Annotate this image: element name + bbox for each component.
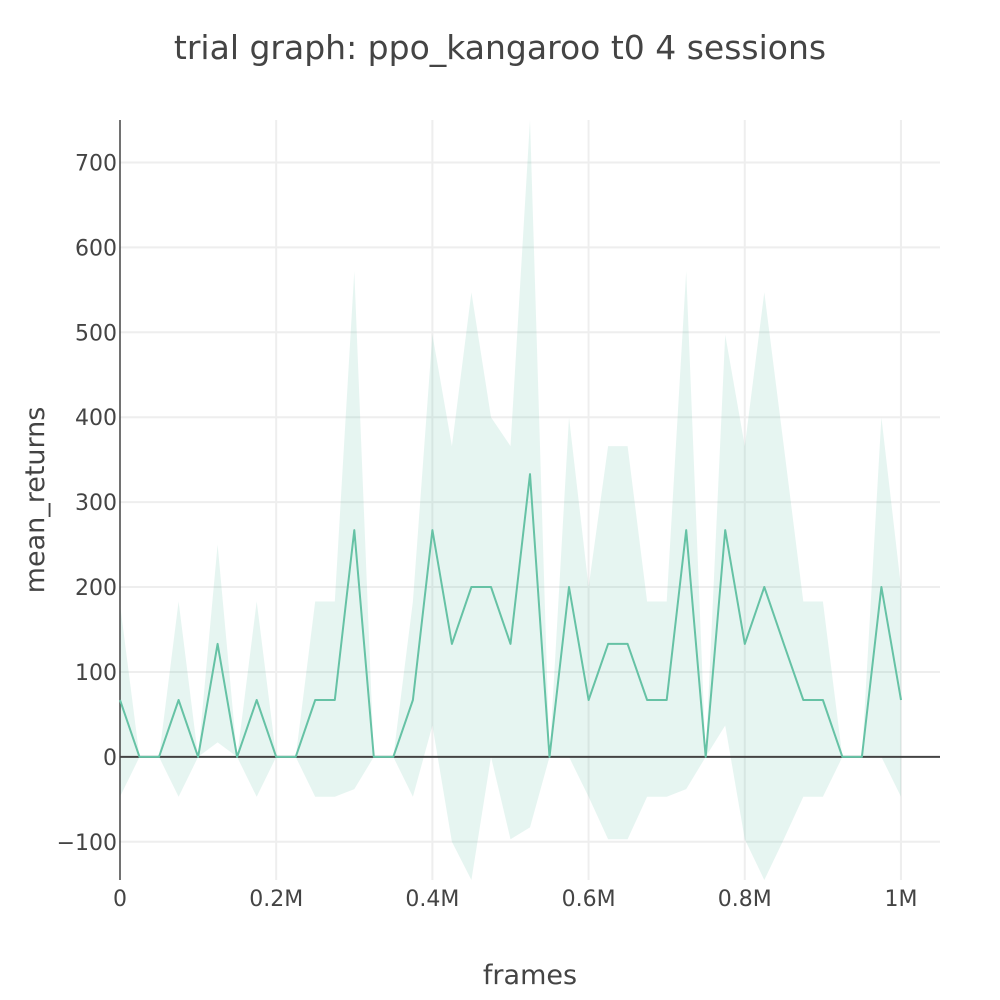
x-axis-title: frames [483, 960, 577, 991]
y-axis-title: mean_returns [20, 407, 51, 594]
y-tick-labels: −100 0 100 200 300 400 500 600 700 [57, 151, 117, 855]
y-tick-label: 700 [75, 151, 117, 176]
confidence-band-layer [120, 120, 901, 880]
confidence-band [120, 120, 901, 880]
y-tick-label: 300 [75, 491, 117, 516]
y-tick-label: 600 [75, 236, 117, 261]
y-tick-label: 500 [75, 321, 117, 346]
x-tick-label: 0 [113, 887, 127, 912]
grid [120, 120, 940, 880]
y-tick-label: 0 [103, 746, 117, 771]
x-tick-label: 0.4M [405, 887, 459, 912]
x-tick-label: 0.2M [249, 887, 303, 912]
series-line [119, 473, 902, 758]
y-tick-label: 100 [75, 661, 117, 686]
x-tick-label: 1M [884, 887, 917, 912]
series-line-layer [119, 473, 902, 758]
y-tick-label: −100 [57, 831, 117, 856]
chart-title: trial graph: ppo_kangaroo t0 4 sessions [174, 28, 826, 67]
y-tick-label: 200 [75, 576, 117, 601]
x-tick-label: 0.8M [718, 887, 772, 912]
x-tick-labels: 0 0.2M 0.4M 0.6M 0.8M 1M [113, 887, 917, 912]
y-tick-label: 400 [75, 406, 117, 431]
x-tick-label: 0.6M [562, 887, 616, 912]
